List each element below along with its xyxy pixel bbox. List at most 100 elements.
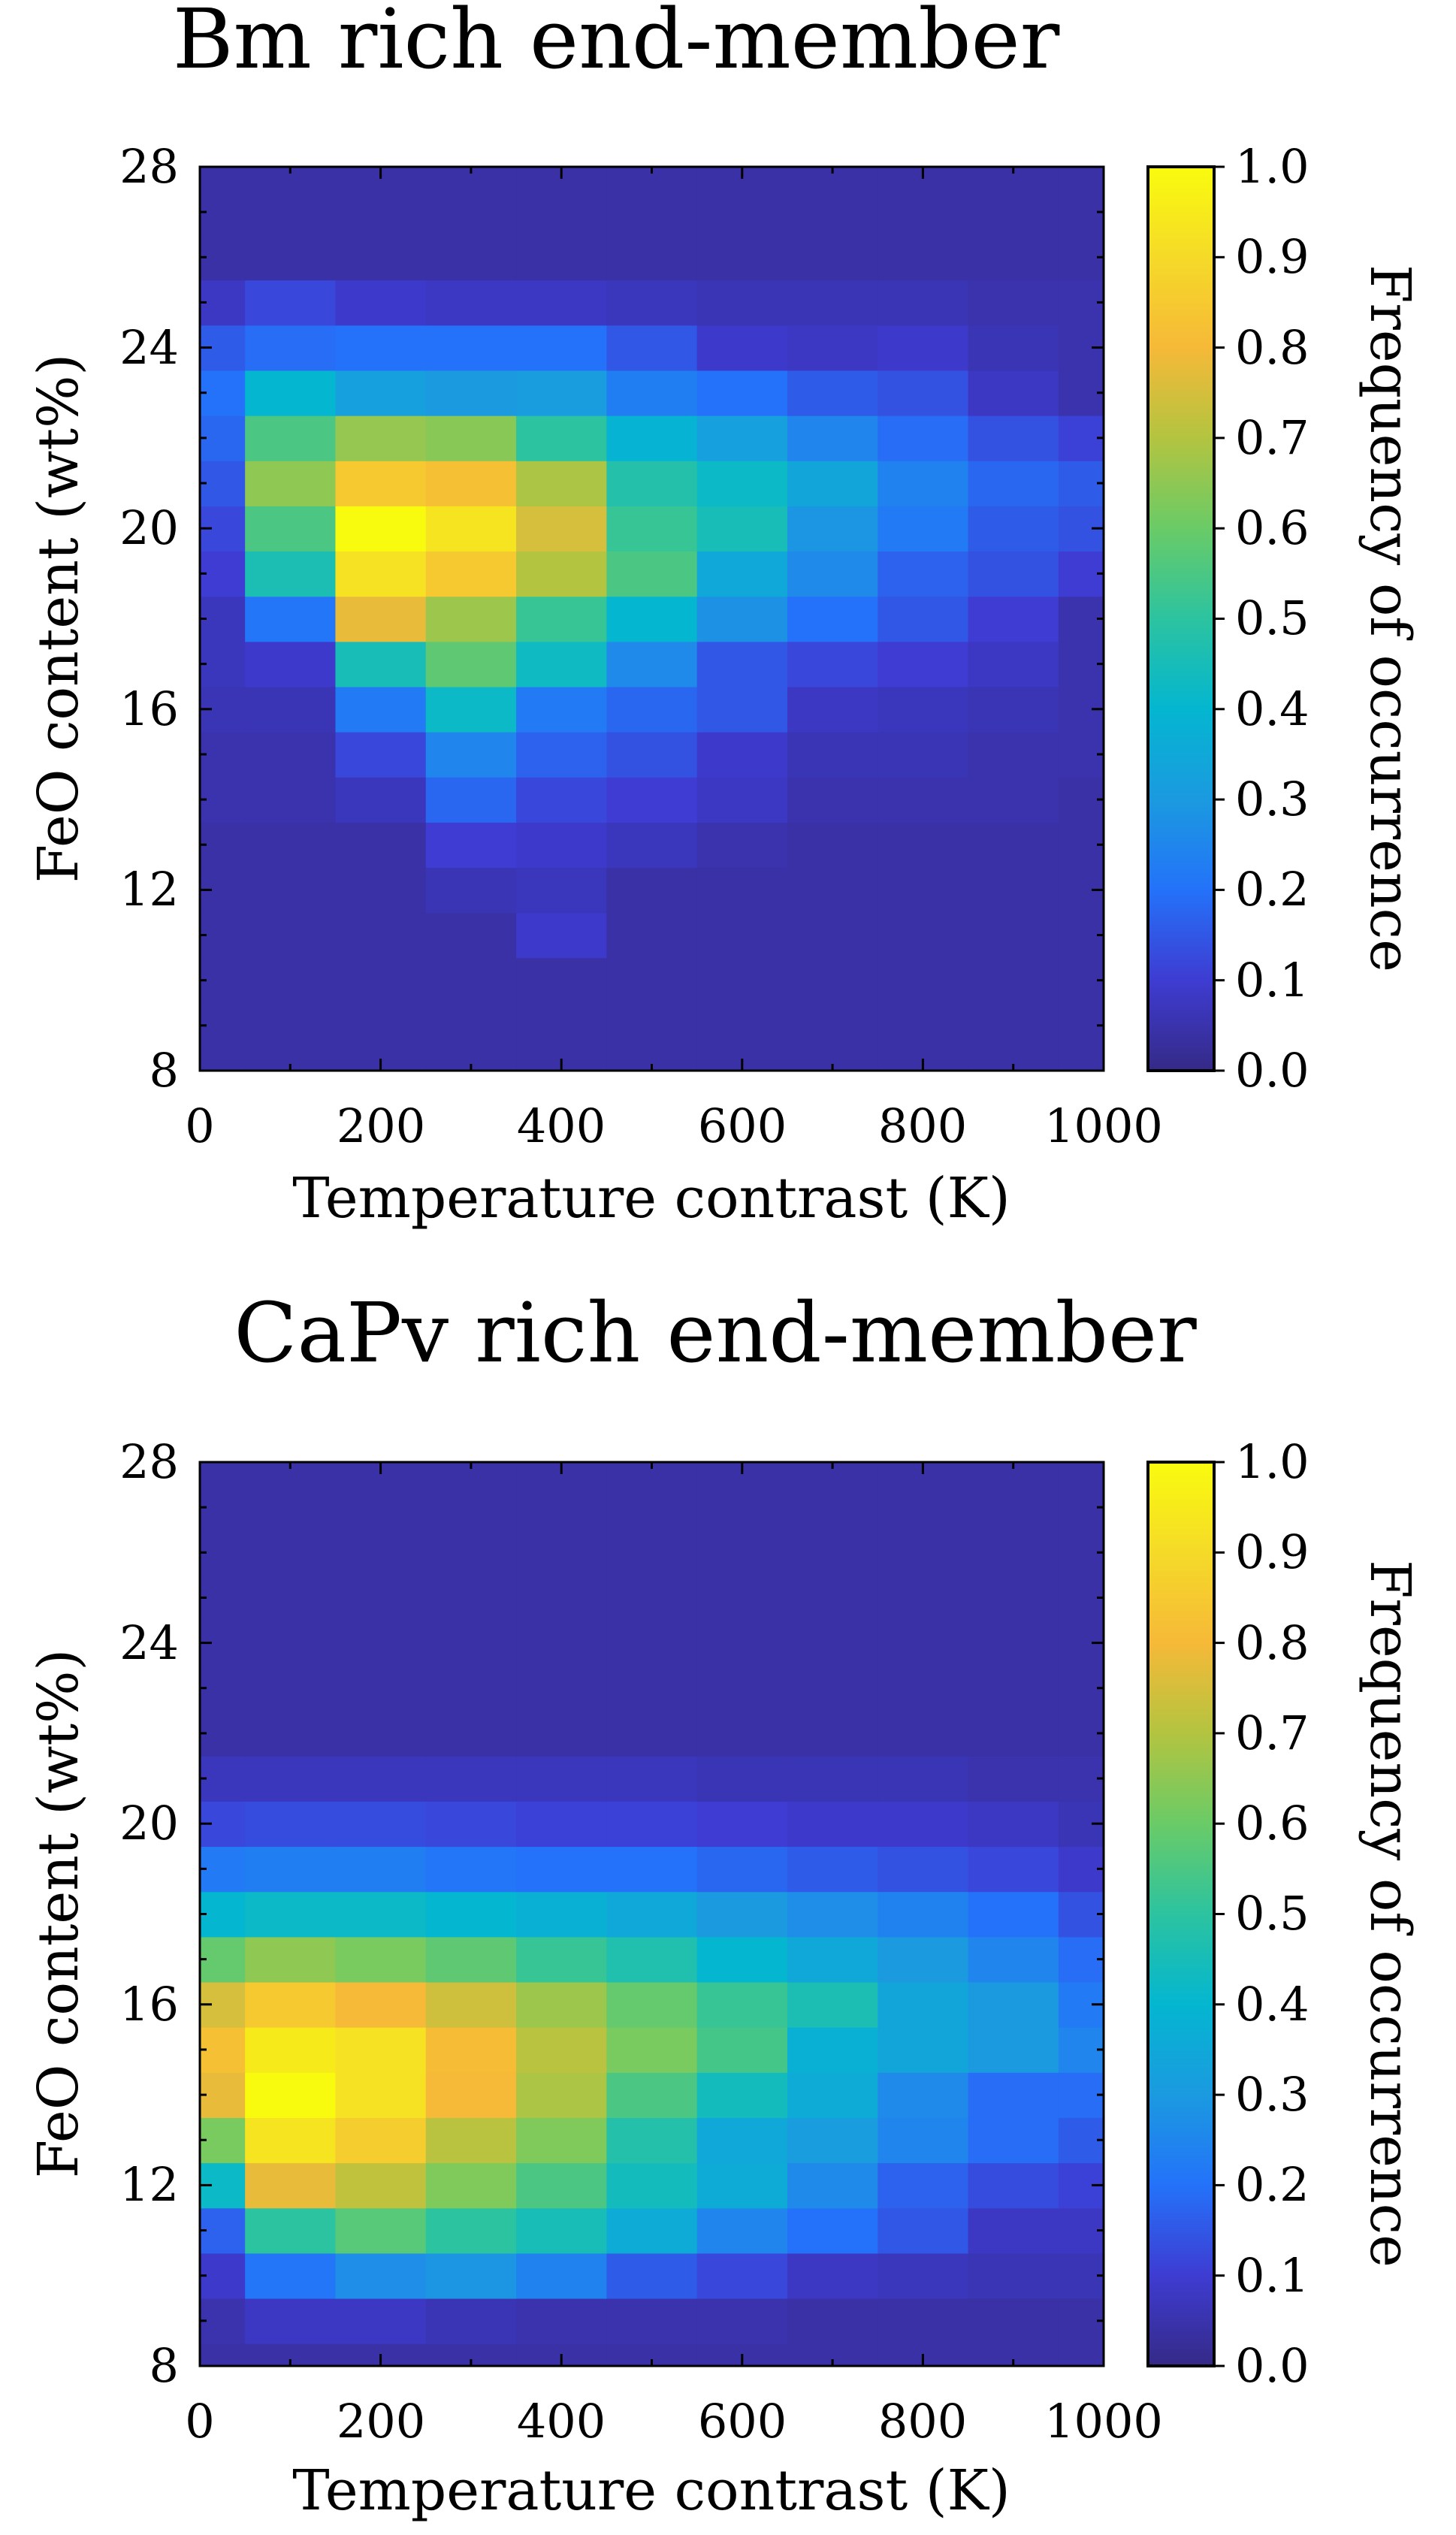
heatmap-cell [787,912,879,959]
heatmap-cell [335,2207,427,2254]
heatmap-cell [335,1002,427,1049]
heatmap-cell [787,279,879,326]
heatmap-cell [696,1575,788,1621]
heatmap-cell [878,2207,969,2254]
colorbar-tick-label: 0.9 [1235,1524,1309,1579]
colorbar-tick-label: 0.9 [1235,229,1309,284]
heatmap-cell [516,867,608,914]
heatmap-cell [425,506,517,552]
heatmap-cell [696,1710,788,1757]
heatmap-cell [787,551,879,597]
heatmap-cell [606,2207,698,2254]
heatmap-cell [335,1801,427,1848]
heatmap-cell [696,777,788,823]
heatmap-cell [245,279,337,326]
heatmap-cell [606,551,698,597]
heatmap-cell [1058,279,1104,326]
colorbar-tick-label: 0.6 [1235,500,1309,555]
heatmap-cell [200,234,246,281]
heatmap-cell [516,2162,608,2209]
heatmap-cell [606,370,698,416]
heatmap-cell [696,279,788,326]
heatmap-cell [1058,460,1104,506]
heatmap-cell [606,912,698,959]
heatmap-cell [200,1665,246,1712]
heatmap-cell [878,1665,969,1712]
heatmap-cell [878,1530,969,1576]
heatmap-cell [606,2298,698,2344]
heatmap-cell [425,325,517,371]
heatmap-cell [425,1665,517,1712]
heatmap-cell [516,596,608,642]
heatmap-cell [200,460,246,506]
heatmap-cell [516,279,608,326]
heatmap-cell [787,1755,879,1802]
x-tick-label: 0 [185,1098,214,1153]
heatmap-cell [425,2026,517,2073]
heatmap-cell [245,506,337,552]
heatmap-cell [968,1891,1059,1938]
colorbar-tick-label: 0.1 [1235,953,1309,1008]
heatmap-cell [516,370,608,416]
x-axis-label: Temperature contrast (K) [292,1166,1010,1231]
heatmap-cell [1058,912,1104,959]
heatmap-cell [1058,551,1104,597]
heatmap-cell [696,1002,788,1049]
heatmap-cell [516,415,608,461]
heatmap-cell [425,641,517,687]
heatmap-cell [335,1665,427,1712]
heatmap-cell [968,2162,1059,2209]
heatmap-cell [245,731,337,778]
heatmap-cell [696,1755,788,1802]
heatmap-cell [425,957,517,1004]
heatmap-cell [1058,2072,1104,2118]
heatmap-cell [1058,777,1104,823]
heatmap-cell [878,1981,969,2028]
heatmap-cell [606,1710,698,1757]
heatmap-cell [696,1981,788,2028]
heatmap-cell [425,279,517,326]
y-tick-label: 12 [119,2157,179,2212]
heatmap-cell [335,551,427,597]
heatmap-cell [878,1575,969,1621]
heatmap-cell [425,415,517,461]
heatmap-cell [606,460,698,506]
heatmap-cell [425,867,517,914]
heatmap-cell [606,1801,698,1848]
colorbar-tick-label: 0.5 [1235,1886,1309,1941]
colorbar [1148,167,1214,1071]
heatmap-cell [968,1755,1059,1802]
colorbar-tick-label: 0.7 [1235,1706,1309,1760]
heatmap-cell [1058,415,1104,461]
heatmap-cell [968,1710,1059,1757]
heatmap-cell [878,460,969,506]
heatmap-cell [696,1936,788,1983]
x-tick-label: 800 [878,1098,967,1153]
heatmap-cell [787,1575,879,1621]
heatmap-cell [200,731,246,778]
heatmap-cell [878,279,969,326]
colorbar-tick-label: 0.3 [1235,772,1309,826]
heatmap-cell [696,1620,788,1666]
panel-capv: CaPv rich end-member 0 200 400 600 800 1… [26,1285,1422,2523]
heatmap-cell [245,822,337,869]
chart-title: Bm rich end-member [173,0,1060,87]
colorbar-tick-label: 0.3 [1235,2067,1309,2122]
y-tick-label: 28 [119,1434,179,1489]
heatmap-cell [425,596,517,642]
heatmap-cell [606,867,698,914]
heatmap-cell [878,2117,969,2164]
heatmap-cell [425,2162,517,2209]
heatmap-cell [516,686,608,733]
heatmap-cell [606,415,698,461]
heatmap-cell [200,1462,246,1485]
heatmap-cell [425,1846,517,1893]
heatmap-cell [878,957,969,1004]
heatmap-cell [606,1002,698,1049]
heatmap-cell [606,1530,698,1576]
heatmap-cell [200,415,246,461]
heatmap-cell [1058,1530,1104,1576]
heatmap-cell [245,1981,337,2028]
heatmap-cell [516,1575,608,1621]
heatmap-cell [606,1846,698,1893]
